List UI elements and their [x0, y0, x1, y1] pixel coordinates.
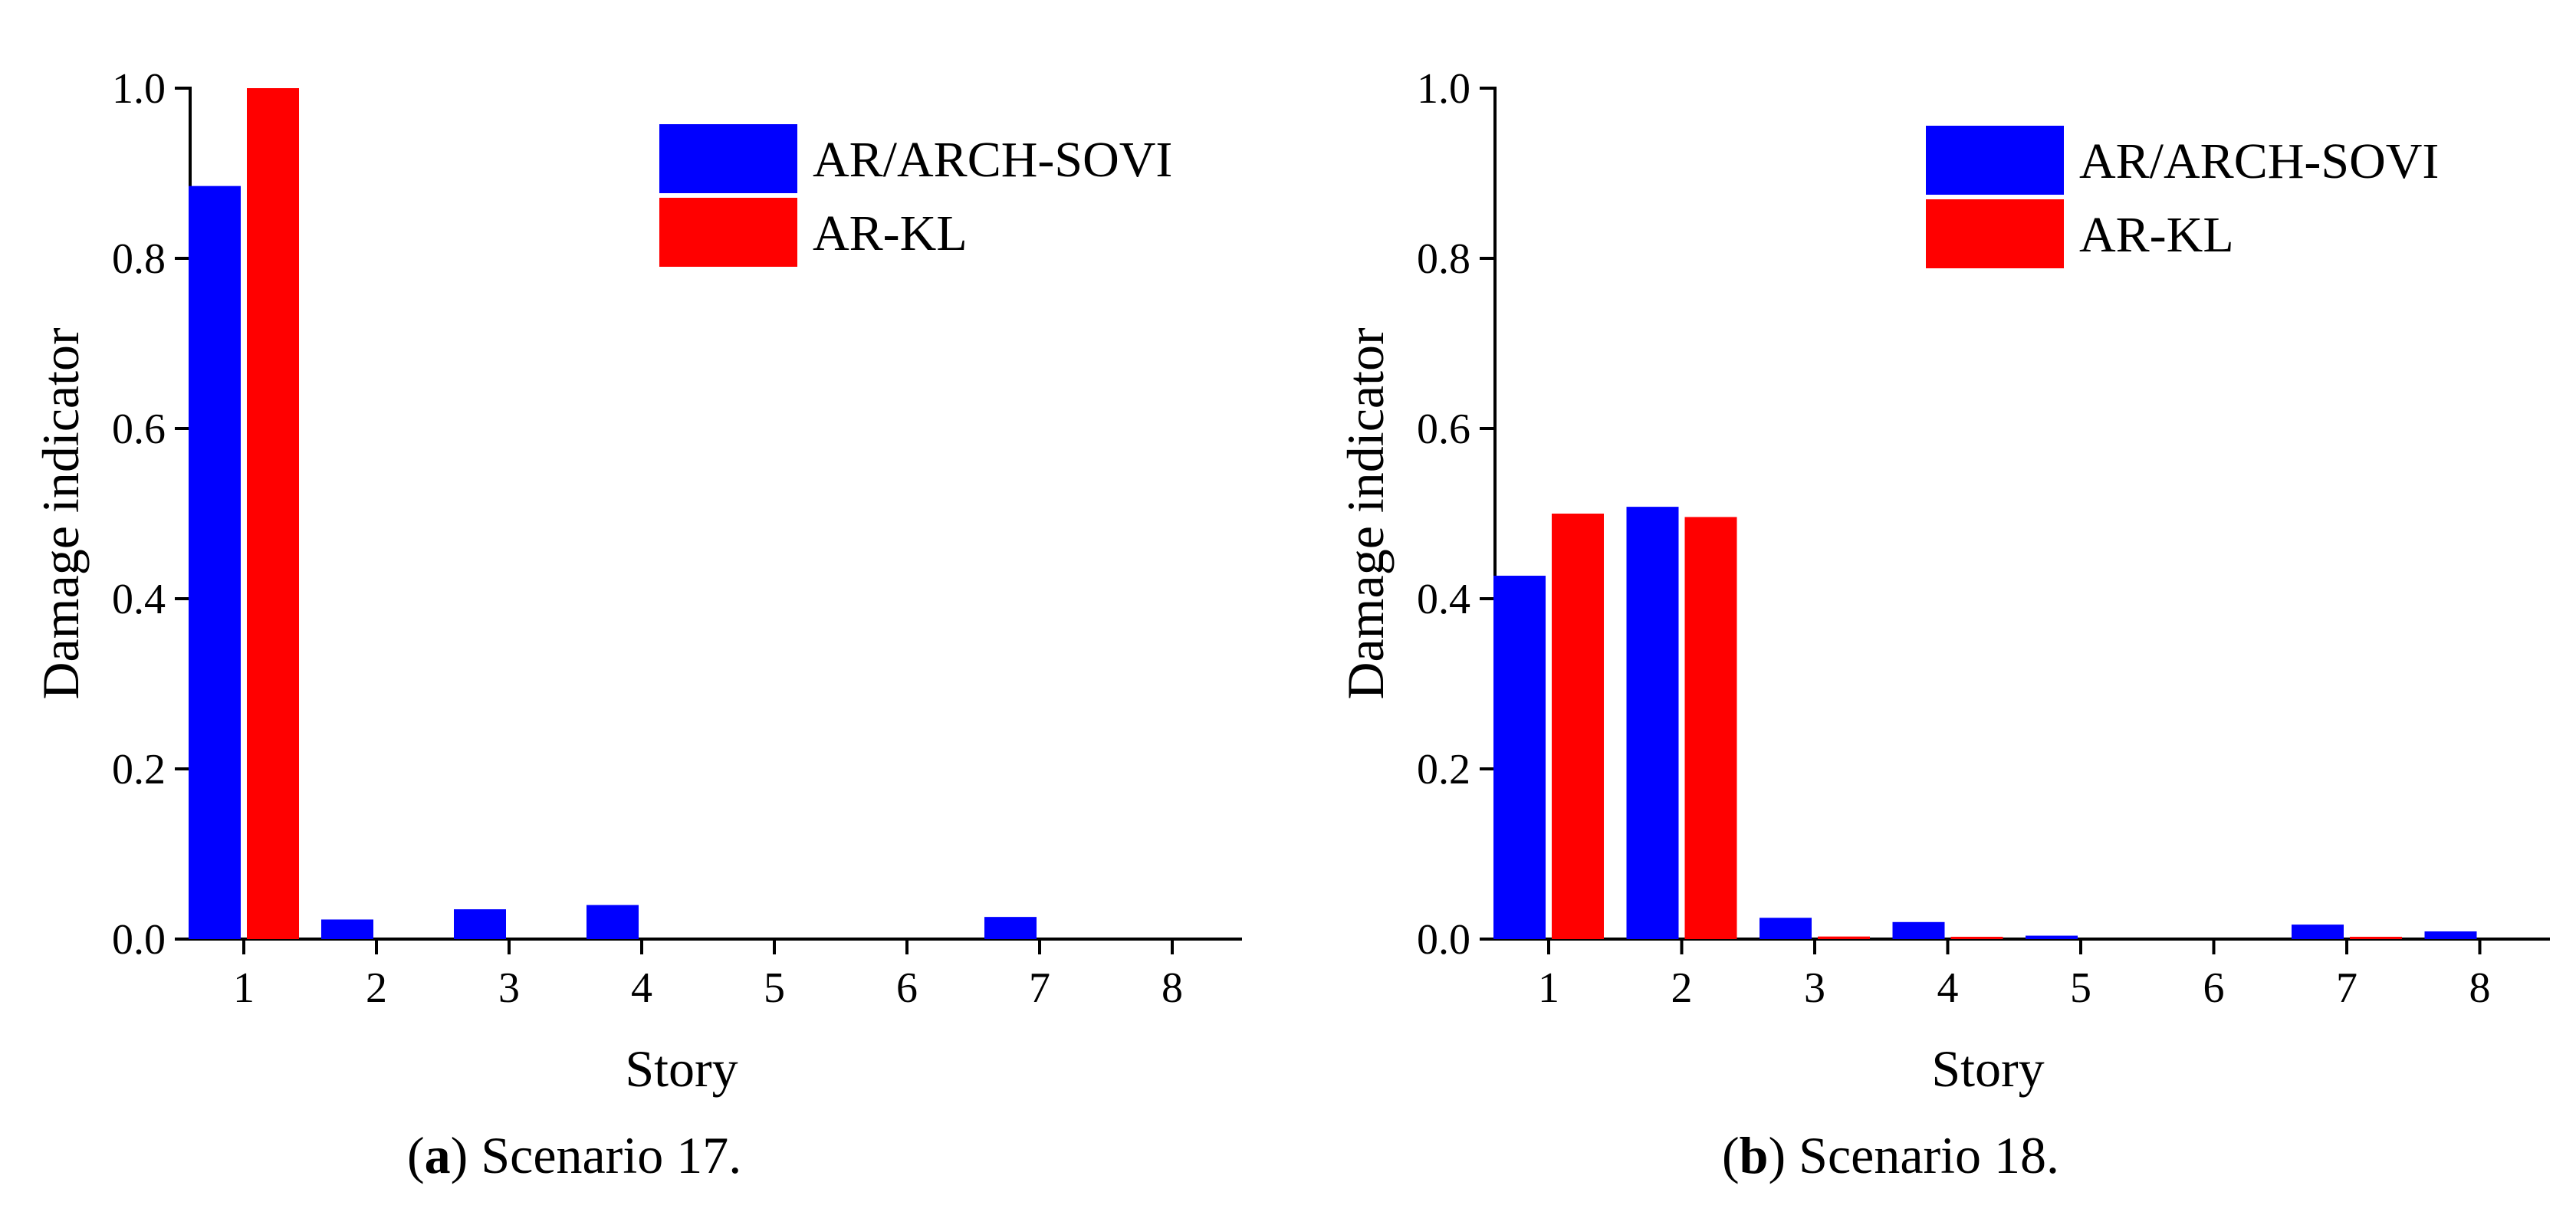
- legend-swatch-1: [1926, 199, 2064, 268]
- caption-close-paren: ): [451, 1126, 481, 1184]
- bar-ar-arch-sovi-story-7: [984, 917, 1037, 939]
- y-tick-label: 0.2: [1417, 746, 1470, 793]
- bar-ar-kl-story-2: [1684, 517, 1737, 939]
- legend-swatch-0: [1926, 126, 2064, 195]
- legend-swatch-1: [659, 198, 797, 267]
- y-tick-label: 0.2: [112, 746, 166, 793]
- y-tick-label: 0.4: [112, 576, 166, 623]
- x-axis-title: Story: [625, 1039, 738, 1098]
- y-tick-label: 1.0: [112, 65, 166, 113]
- bar-ar-arch-sovi-story-2: [321, 919, 373, 939]
- y-tick-label: 0.0: [1417, 916, 1470, 964]
- y-tick-label: 0.4: [1417, 576, 1470, 623]
- x-tick-label: 3: [1804, 964, 1825, 1012]
- x-tick-label: 7: [1029, 964, 1050, 1012]
- x-tick-label: 5: [764, 964, 785, 1012]
- bar-ar-kl-story-7: [2350, 937, 2402, 939]
- x-tick-label: 6: [2203, 964, 2225, 1012]
- caption-open-paren: (: [407, 1126, 425, 1184]
- legend-label-0: AR/ARCH-SOVI: [813, 132, 1172, 188]
- legend: AR/ARCH-SOVI AR-KL: [1926, 126, 2439, 268]
- x-tick-label: 3: [498, 964, 520, 1012]
- bar-ar-arch-sovi-story-3: [1760, 918, 1812, 939]
- figure-caption: (b) Scenario 18.: [1722, 1126, 2059, 1184]
- x-tick-label: 6: [896, 964, 918, 1012]
- x-axis-title: Story: [1931, 1039, 2044, 1098]
- bar-ar-arch-sovi-story-4: [586, 905, 639, 939]
- bar-ar-kl-story-3: [1818, 936, 1870, 939]
- x-tick-label: 8: [1162, 964, 1183, 1012]
- x-tick-label: 2: [366, 964, 387, 1012]
- y-tick-label: 1.0: [1417, 65, 1470, 113]
- y-tick-label: 0.8: [1417, 235, 1470, 283]
- bar-ar-kl-story-4: [1950, 937, 2003, 939]
- chart-panel-b: 0.0 0.2 0.4 0.6 0.8 1.0 1 2 3 4 5 6 7 8 Story Damage in…: [1336, 65, 2550, 1184]
- legend: AR/ARCH-SOVI AR-KL: [659, 124, 1172, 267]
- chart-panel-a: 0.0 0.2 0.4 0.6 0.8 1.0 1 2 3 4 5 6 7 8 Story Damage in…: [31, 65, 1242, 1184]
- bar-ar-arch-sovi-story-3: [454, 909, 506, 939]
- x-tick-label: 5: [2070, 964, 2091, 1012]
- x-tick-label: 2: [1671, 964, 1693, 1012]
- caption-letter: a: [425, 1126, 451, 1184]
- y-axis-title: Damage indicator: [31, 327, 90, 700]
- caption-open-paren: (: [1722, 1126, 1740, 1184]
- legend-label-0: AR/ARCH-SOVI: [2079, 133, 2439, 189]
- bar-ar-arch-sovi-story-2: [1626, 507, 1679, 939]
- bar-ar-arch-sovi-story-5: [2026, 935, 2078, 939]
- caption-text: Scenario 17.: [481, 1126, 741, 1184]
- legend-label-1: AR-KL: [813, 205, 968, 261]
- legend-swatch-0: [659, 124, 797, 193]
- y-axis-title: Damage indicator: [1336, 327, 1395, 700]
- x-tick-label: 4: [631, 964, 652, 1012]
- bar-ar-arch-sovi-story-1: [189, 186, 241, 939]
- bar-ar-arch-sovi-story-8: [2424, 931, 2477, 939]
- y-tick-label: 0.6: [112, 406, 166, 453]
- caption-text: Scenario 18.: [1799, 1126, 2059, 1184]
- caption-close-paren: ): [1768, 1126, 1799, 1184]
- x-tick-label: 4: [1937, 964, 1959, 1012]
- x-tick-label: 1: [1538, 964, 1559, 1012]
- y-tick-label: 0.8: [112, 235, 166, 283]
- caption-letter: b: [1740, 1126, 1769, 1184]
- x-tick-label: 8: [2469, 964, 2491, 1012]
- bar-ar-arch-sovi-story-4: [1892, 921, 1945, 939]
- x-tick-label: 7: [2336, 964, 2358, 1012]
- bar-ar-arch-sovi-story-7: [2292, 924, 2344, 939]
- y-tick-label: 0.6: [1417, 406, 1470, 453]
- y-tick-label: 0.0: [112, 916, 166, 964]
- bar-ar-arch-sovi-story-1: [1493, 576, 1546, 939]
- bar-ar-kl-story-1: [247, 88, 299, 939]
- legend-label-1: AR-KL: [2079, 207, 2234, 263]
- x-tick-label: 1: [233, 964, 255, 1012]
- figure-caption: (a) Scenario 17.: [407, 1126, 741, 1184]
- bar-ar-kl-story-1: [1552, 514, 1604, 939]
